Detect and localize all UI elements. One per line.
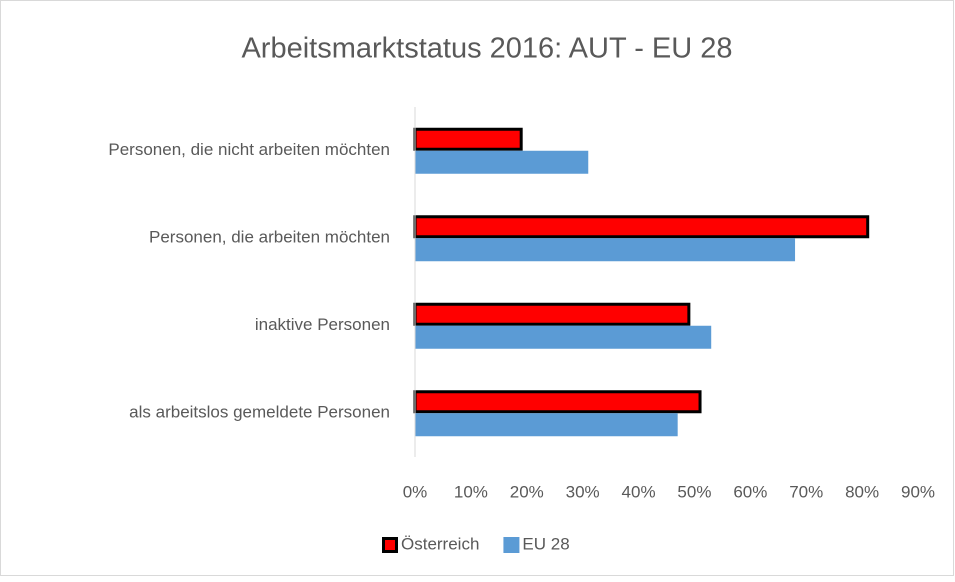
bar [413,127,523,151]
bar [415,238,796,262]
x-tick-label: 80% [845,482,879,501]
bar [415,413,678,437]
x-tick-label: 90% [901,482,935,501]
y-tick-label: Personen, die arbeiten möchten [149,228,390,247]
x-tick-label: 40% [622,482,656,501]
bar [413,302,691,326]
bar [413,390,702,414]
legend-swatch [503,537,520,553]
y-tick-label: inaktive Personen [255,315,390,334]
x-tick-label: 20% [510,482,544,501]
y-tick-label: als arbeitslos gemeldete Personen [129,403,390,422]
x-tick-label: 70% [789,482,823,501]
chart-title: Arbeitsmarktstatus 2016: AUT - EU 28 [241,33,732,65]
bar [415,150,589,174]
x-tick-label: 50% [677,482,711,501]
legend-swatch [382,537,398,553]
y-tick-label: Personen, die nicht arbeiten möchten [108,140,390,159]
x-tick-label: 10% [454,482,488,501]
legend-label: Österreich [401,534,479,553]
x-tick-label: 60% [733,482,767,501]
x-tick-label: 0% [403,482,428,501]
bar [413,215,870,239]
x-tick-label: 30% [566,482,600,501]
legend-label: EU 28 [522,534,569,553]
bar [415,325,712,349]
